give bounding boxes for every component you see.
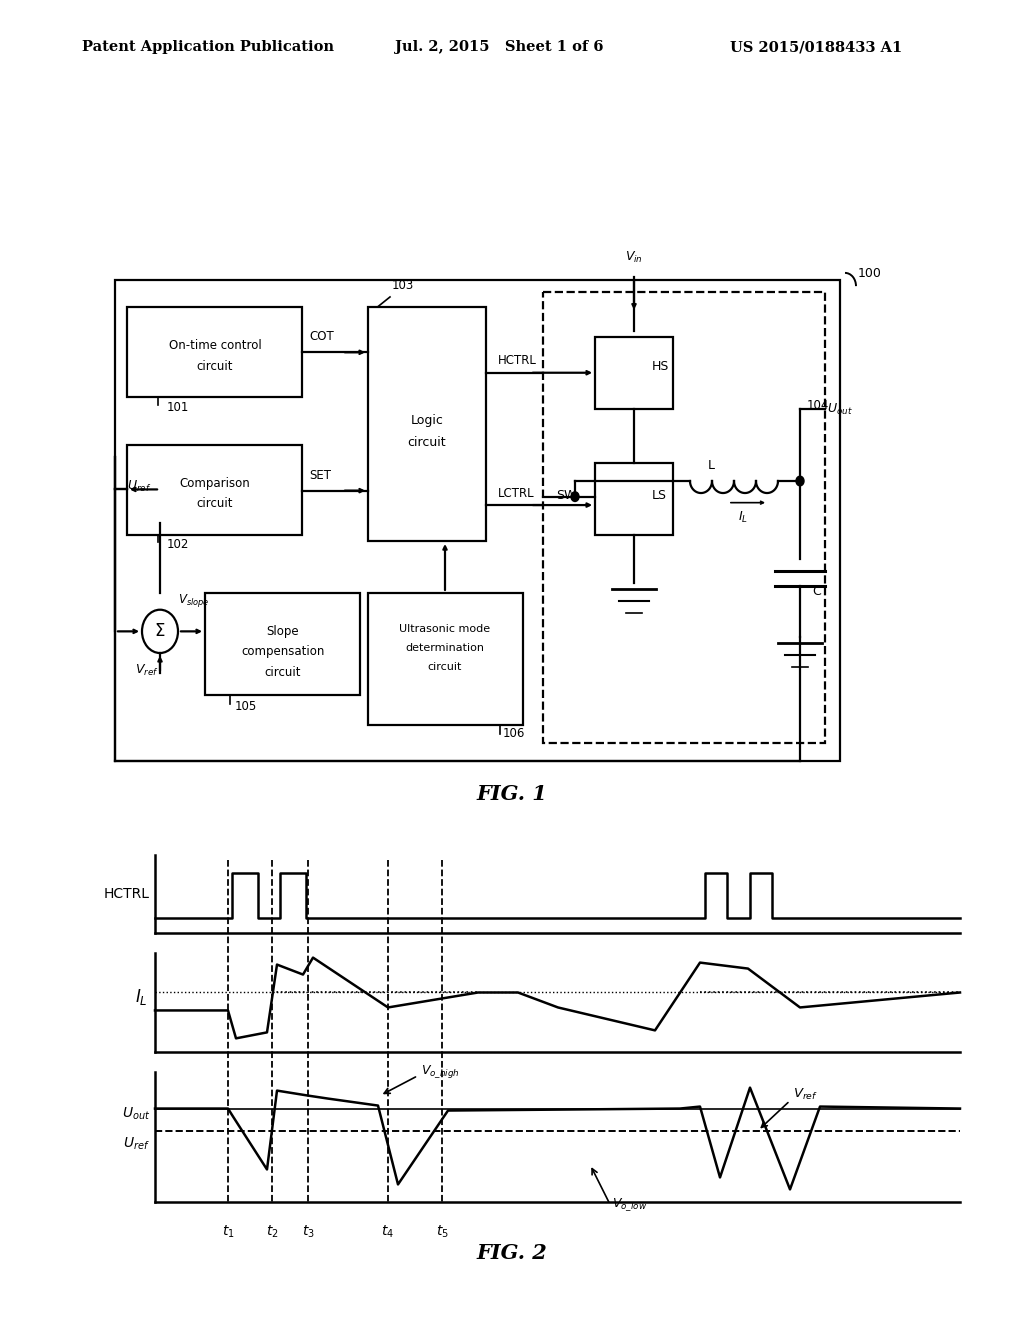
Bar — [595, 463, 673, 535]
Text: 106: 106 — [503, 727, 525, 741]
Text: FIG. 1: FIG. 1 — [476, 784, 548, 804]
Text: $t_5$: $t_5$ — [435, 1224, 449, 1241]
Text: Slope: Slope — [266, 624, 299, 638]
Bar — [127, 306, 302, 397]
Text: $V_{o\_low}$: $V_{o\_low}$ — [612, 1197, 647, 1213]
Text: On-time control: On-time control — [169, 338, 261, 351]
Text: COT: COT — [309, 330, 334, 343]
Text: 102: 102 — [167, 539, 189, 552]
Text: $I_L$: $I_L$ — [738, 510, 748, 525]
Text: $I_L$: $I_L$ — [135, 987, 148, 1007]
Circle shape — [571, 492, 579, 502]
Text: $t_4$: $t_4$ — [382, 1224, 394, 1241]
Text: 105: 105 — [234, 700, 257, 713]
Text: 104: 104 — [807, 399, 829, 412]
Text: $t_3$: $t_3$ — [302, 1224, 314, 1241]
Bar — [543, 292, 825, 743]
Text: $U_{ref}$: $U_{ref}$ — [127, 478, 152, 494]
Text: HCTRL: HCTRL — [498, 354, 537, 367]
Text: Comparison: Comparison — [179, 477, 251, 490]
Text: L: L — [708, 459, 715, 473]
Text: $U_{out}$: $U_{out}$ — [122, 1106, 150, 1122]
Text: circuit: circuit — [408, 436, 446, 449]
Bar — [115, 280, 840, 762]
Text: Logic: Logic — [411, 414, 443, 428]
Text: Jul. 2, 2015   Sheet 1 of 6: Jul. 2, 2015 Sheet 1 of 6 — [395, 40, 603, 54]
Text: SW: SW — [556, 488, 577, 502]
Text: 100: 100 — [858, 267, 882, 280]
Text: circuit: circuit — [197, 360, 233, 374]
Bar — [205, 593, 360, 696]
Text: $t_2$: $t_2$ — [265, 1224, 279, 1241]
Text: compensation: compensation — [242, 645, 325, 659]
Text: SET: SET — [309, 469, 331, 482]
Bar — [368, 306, 486, 541]
Bar — [595, 337, 673, 409]
Text: 103: 103 — [392, 279, 415, 292]
Text: FIG. 2: FIG. 2 — [476, 1242, 548, 1263]
Text: 101: 101 — [167, 401, 189, 414]
Text: determination: determination — [406, 643, 484, 653]
Text: LS: LS — [652, 488, 667, 502]
Circle shape — [796, 477, 804, 486]
Text: $t_1$: $t_1$ — [221, 1224, 234, 1241]
Text: $\Sigma$: $\Sigma$ — [155, 622, 166, 640]
Bar — [368, 593, 523, 725]
Text: $V_{slope}$: $V_{slope}$ — [178, 591, 210, 609]
Text: $V_{in}$: $V_{in}$ — [625, 249, 643, 265]
Text: circuit: circuit — [428, 663, 462, 672]
Text: Ultrasonic mode: Ultrasonic mode — [399, 624, 490, 634]
Text: LCTRL: LCTRL — [498, 487, 535, 500]
Text: HS: HS — [652, 360, 670, 374]
Text: Patent Application Publication: Patent Application Publication — [82, 40, 334, 54]
Text: $U_{out}$: $U_{out}$ — [827, 401, 853, 417]
Text: circuit: circuit — [197, 498, 233, 511]
Text: C: C — [812, 585, 821, 598]
Text: $V_{ref}$: $V_{ref}$ — [135, 663, 159, 677]
Text: $U_{ref}$: $U_{ref}$ — [123, 1135, 150, 1152]
Bar — [127, 445, 302, 535]
Text: HCTRL: HCTRL — [104, 887, 150, 900]
Text: US 2015/0188433 A1: US 2015/0188433 A1 — [730, 40, 902, 54]
Text: $V_{ref}$: $V_{ref}$ — [793, 1086, 818, 1102]
Text: $V_{o\_high}$: $V_{o\_high}$ — [421, 1063, 460, 1080]
Text: circuit: circuit — [265, 665, 301, 678]
